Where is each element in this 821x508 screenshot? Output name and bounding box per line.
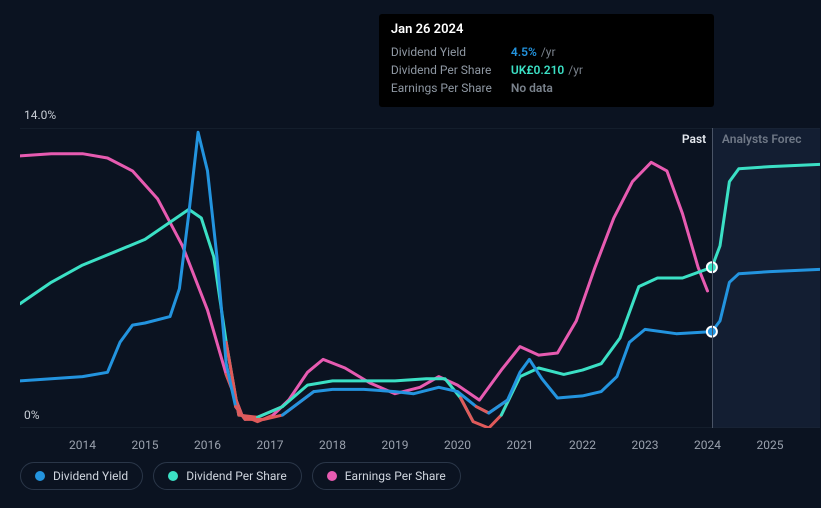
legend-item-dividend-per-share[interactable]: Dividend Per Share	[153, 462, 302, 490]
tooltip-value: 4.5%	[511, 43, 537, 61]
legend-label: Dividend Per Share	[186, 469, 287, 483]
past-label: Past	[682, 132, 706, 146]
legend-item-earnings-per-share[interactable]: Earnings Per Share	[312, 462, 461, 490]
legend-label: Earnings Per Share	[345, 469, 446, 483]
legend-item-dividend-yield[interactable]: Dividend Yield	[20, 462, 143, 490]
tooltip-key: Dividend Per Share	[391, 61, 511, 79]
xaxis-tick: 2018	[319, 438, 346, 452]
xaxis-tick: 2014	[69, 438, 96, 452]
tooltip-key: Dividend Yield	[391, 43, 511, 61]
xaxis-tick: 2024	[694, 438, 721, 452]
yaxis-tick-top: 14.0%	[24, 108, 56, 122]
chart-plot-area[interactable]	[20, 128, 820, 428]
xaxis-tick: 2021	[507, 438, 534, 452]
xaxis-tick: 2023	[632, 438, 659, 452]
xaxis-tick: 2017	[257, 438, 284, 452]
tooltip-key: Earnings Per Share	[391, 79, 511, 97]
xaxis-tick: 2020	[444, 438, 471, 452]
legend-dot	[168, 471, 178, 481]
xaxis-tick: 2025	[757, 438, 784, 452]
xaxis-tick: 2016	[194, 438, 221, 452]
tooltip-date: Jan 26 2024	[391, 22, 702, 37]
tooltip-row-dps: Dividend Per Share UK£0.210 /yr	[391, 61, 702, 79]
chart-legend: Dividend Yield Dividend Per Share Earnin…	[20, 462, 461, 490]
legend-label: Dividend Yield	[53, 469, 128, 483]
legend-dot	[327, 471, 337, 481]
legend-dot	[35, 471, 45, 481]
tooltip-unit: /yr	[541, 43, 556, 61]
tooltip-value: UK£0.210	[511, 61, 564, 79]
tooltip-row-eps: Earnings Per Share No data	[391, 79, 702, 97]
xaxis-tick: 2015	[132, 438, 159, 452]
forecast-label: Analysts Forec	[722, 132, 802, 146]
tooltip-row-yield: Dividend Yield 4.5% /yr	[391, 43, 702, 61]
tooltip-value: No data	[511, 79, 553, 97]
xaxis-tick: 2022	[569, 438, 596, 452]
xaxis-tick: 2019	[382, 438, 409, 452]
hover-guideline	[712, 128, 713, 428]
chart-tooltip: Jan 26 2024 Dividend Yield 4.5% /yr Divi…	[379, 14, 714, 107]
dividend-chart: 14.0% 0% Past Analysts Forec 20142015201…	[0, 0, 821, 508]
tooltip-unit: /yr	[568, 61, 583, 79]
